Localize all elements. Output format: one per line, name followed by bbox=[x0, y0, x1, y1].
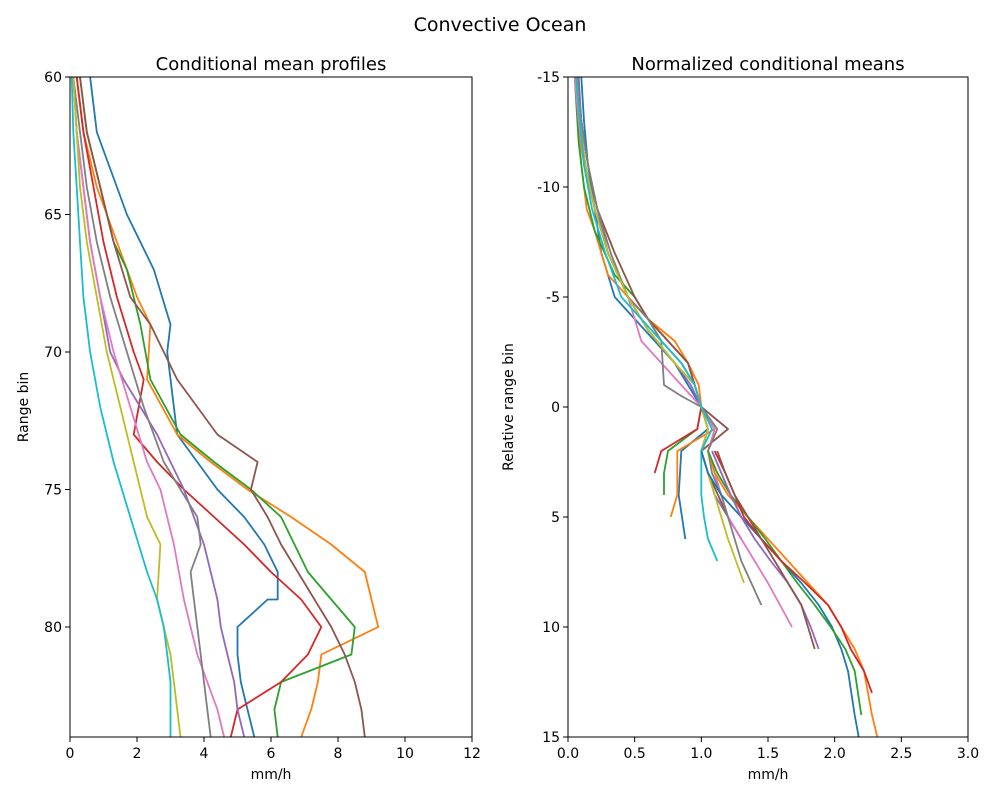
y-axis-label: Relative range bin bbox=[501, 343, 517, 471]
series-line-3 bbox=[573, 77, 703, 495]
series-line-2 bbox=[575, 77, 716, 518]
series-line-5 bbox=[72, 77, 246, 737]
y-tick-label: 60 bbox=[44, 70, 62, 86]
series-line-9 bbox=[72, 77, 182, 737]
x-tick-label: 2 bbox=[133, 746, 142, 762]
series-line-5 bbox=[577, 77, 743, 540]
series-line-4 bbox=[575, 77, 703, 474]
x-tick-label: 3.0 bbox=[957, 746, 979, 762]
axes-title: Normalized conditional means bbox=[631, 54, 904, 75]
x-tick-label: 2.0 bbox=[824, 746, 846, 762]
figure-suptitle: Convective Ocean bbox=[414, 14, 587, 36]
y-tick-label: -5 bbox=[546, 290, 560, 306]
series-group bbox=[573, 77, 879, 737]
y-tick-label: 70 bbox=[44, 345, 62, 361]
axes-frame bbox=[567, 76, 969, 738]
series-line-16 bbox=[716, 450, 816, 650]
y-tick-label: -10 bbox=[537, 180, 560, 196]
series-line-2 bbox=[75, 77, 380, 737]
y-tick-label: 65 bbox=[44, 208, 62, 224]
y-tick-label: 5 bbox=[551, 510, 560, 526]
series-line-1 bbox=[89, 77, 279, 737]
x-tick-label: 4 bbox=[200, 746, 209, 762]
series-line-6 bbox=[79, 77, 366, 737]
x-tick-label: 12 bbox=[463, 746, 481, 762]
chart-left: 0 2 4 6 8 10 12 60 65 70 75 80 Conditional mean prof… bbox=[16, 54, 481, 783]
series-line-10 bbox=[575, 77, 719, 562]
series-line-10 bbox=[70, 77, 172, 737]
x-tick-label: 8 bbox=[334, 746, 343, 762]
series-line-7 bbox=[72, 77, 225, 737]
y-tick-label: 75 bbox=[44, 483, 62, 499]
series-line-8 bbox=[576, 77, 763, 606]
x-tick-label: 0 bbox=[66, 746, 75, 762]
series-line-15 bbox=[711, 450, 820, 650]
series-line-9 bbox=[575, 77, 745, 584]
axes-title: Conditional mean profiles bbox=[156, 54, 387, 75]
x-axis-label: mm/h bbox=[748, 767, 789, 783]
series-line-13 bbox=[707, 450, 863, 716]
series-line-11 bbox=[700, 450, 860, 737]
x-tick-label: 2.5 bbox=[890, 746, 912, 762]
y-axis-label: Range bin bbox=[16, 372, 32, 442]
x-tick-label: 0.5 bbox=[624, 746, 646, 762]
series-line-8 bbox=[72, 77, 212, 737]
x-tick-label: 6 bbox=[267, 746, 276, 762]
y-tick-label: 80 bbox=[44, 620, 62, 636]
x-tick-label: 10 bbox=[396, 746, 414, 762]
series-group bbox=[70, 77, 380, 737]
chart-right: 0.0 0.5 1.0 1.5 2.0 2.5 3.0 -15 -10 -5 0 5 10 15 Norma… bbox=[501, 54, 979, 783]
x-tick-label: 1.5 bbox=[757, 746, 779, 762]
y-tick-label: 10 bbox=[542, 620, 560, 636]
series-line-1 bbox=[580, 77, 709, 540]
y-tick-label: -15 bbox=[537, 70, 560, 86]
x-tick-label: 0.0 bbox=[557, 746, 579, 762]
x-axis-label: mm/h bbox=[251, 767, 292, 783]
y-tick-label: 0 bbox=[551, 400, 560, 416]
x-tick-label: 1.0 bbox=[690, 746, 712, 762]
y-tick-label: 15 bbox=[542, 730, 560, 746]
